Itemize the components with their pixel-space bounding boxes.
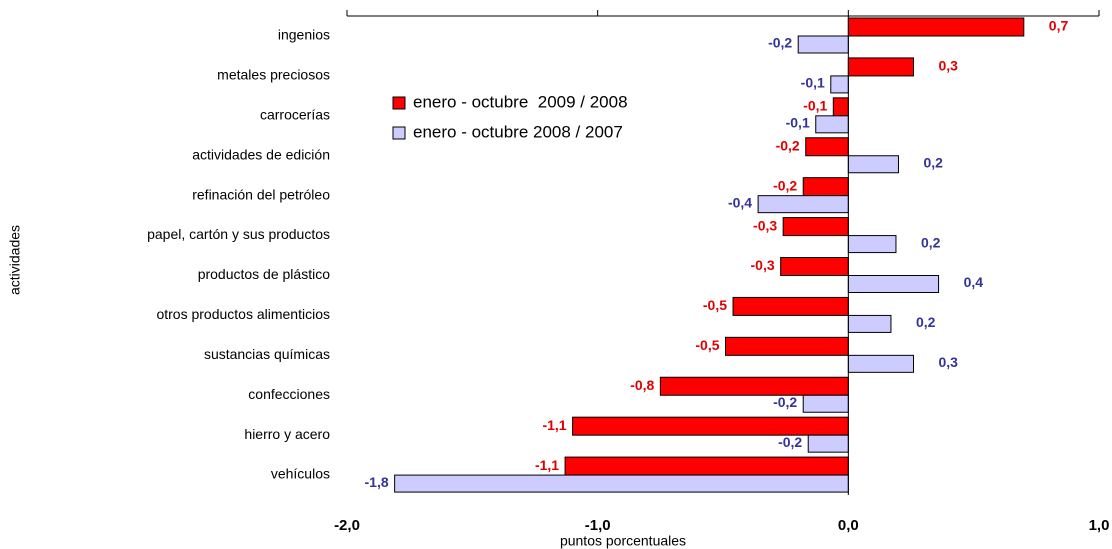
y-tick-label: productos de plástico [198,266,331,282]
value-label: -0,1 [801,75,825,91]
value-label: 0,7 [1049,18,1069,34]
y-axis-title: actividades [7,225,23,295]
value-label: -1,1 [535,457,559,473]
y-tick-label: otros productos alimenticios [156,306,330,322]
bar [847,17,1025,37]
value-label: -0,3 [753,217,777,233]
value-label: -0,2 [768,35,792,51]
value-label: -1,8 [365,474,389,490]
bar [815,115,849,134]
bar [847,155,899,174]
bar [802,177,849,197]
bar [732,296,849,316]
y-tick-label: sustancias químicas [204,346,330,362]
y-tick-label: vehículos [271,466,330,482]
value-label: -0,2 [778,434,802,450]
value-label: 0,4 [964,274,984,290]
bar [847,354,915,373]
y-tick-label: papel, cartón y sus productos [147,226,330,242]
y-tick-label: hierro y acero [244,426,330,442]
x-tick-label: -2,0 [334,517,360,534]
value-label: 0,3 [939,58,959,74]
bar [797,35,849,54]
value-label: -0,5 [703,297,727,313]
y-tick-label: actividades de edición [192,146,330,162]
value-label: -0,1 [803,98,827,114]
bar [394,474,849,493]
value-label: 0,3 [939,354,959,370]
value-label: 0,2 [921,234,941,250]
y-tick-label: ingenios [278,27,330,43]
y-tick-label: refinación del petróleo [192,186,330,202]
value-label: -1,1 [542,417,566,433]
legend-swatch [392,126,406,140]
bar [782,217,849,237]
value-label: -0,2 [776,137,800,153]
value-label: -0,1 [786,115,810,131]
bar [725,336,849,356]
bar [659,376,849,396]
bar [780,257,849,276]
value-label: -0,3 [751,257,775,273]
bar [805,137,849,157]
x-tick-label: -1,0 [585,517,611,534]
bar [564,456,849,476]
bar [807,434,849,453]
y-tick-label: metales preciosos [217,67,330,83]
bar [847,57,915,77]
value-label: 0,2 [916,314,936,330]
x-axis-title: puntos porcentuales [560,533,686,549]
bar [847,314,892,333]
legend-label: enero - octubre 2008 / 2007 [413,122,623,141]
bar [847,275,940,293]
value-label: 0,2 [923,154,943,170]
value-label: -0,2 [773,394,797,410]
bar [757,195,849,214]
y-tick-label: carrocerías [260,106,330,122]
legend-swatch [392,96,406,110]
bar [847,235,897,254]
x-tick-label: 1,0 [1089,517,1110,534]
value-label: -0,4 [728,194,752,210]
bar [830,75,849,94]
bar [802,394,849,413]
legend-label: enero - octubre 2009 / 2008 [413,92,628,111]
value-label: -0,8 [630,377,654,393]
bar [832,97,849,117]
value-label: -0,5 [695,337,719,353]
value-label: -0,2 [773,177,797,193]
x-tick-label: 0,0 [838,517,859,534]
y-tick-label: confecciones [248,386,330,402]
bar [572,416,849,436]
